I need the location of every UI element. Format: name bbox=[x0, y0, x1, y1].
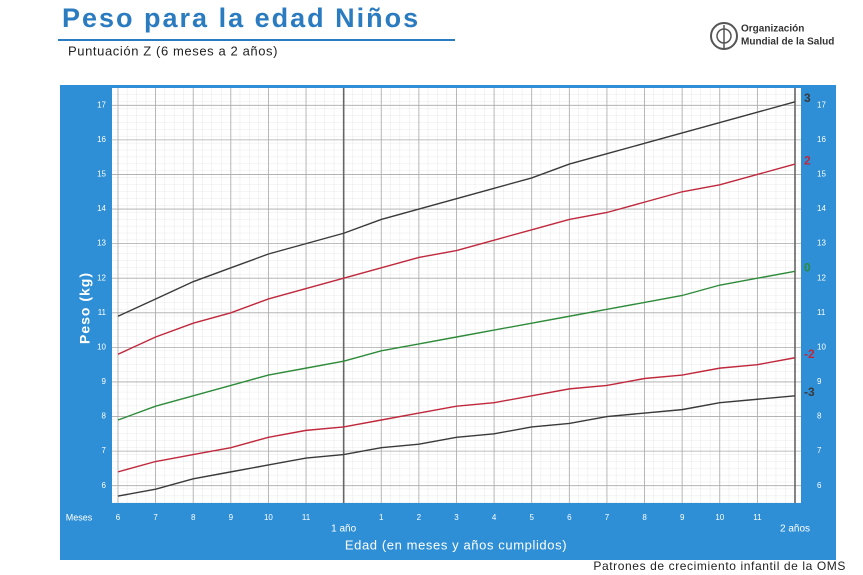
y-tick-label: 15 bbox=[97, 170, 106, 179]
x-tick-label: 11 bbox=[302, 513, 311, 522]
y-tick-label: 16 bbox=[97, 135, 106, 144]
x-tick-label: 9 bbox=[680, 513, 685, 522]
y-tick-label: 14 bbox=[817, 204, 826, 213]
y-tick-label: 12 bbox=[817, 273, 826, 282]
x-tick-label: 2 años bbox=[780, 524, 810, 535]
series-label: 2 bbox=[804, 153, 811, 167]
y-tick-label: 6 bbox=[102, 481, 107, 490]
y-tick-label: 7 bbox=[817, 446, 822, 455]
logo bbox=[710, 22, 738, 50]
series-line bbox=[117, 357, 796, 473]
x-tick-label: 1 año bbox=[331, 524, 356, 535]
x-tick-label: 3 bbox=[454, 513, 459, 522]
x-tick-label: 10 bbox=[715, 513, 724, 522]
y-tick-label: 16 bbox=[817, 135, 826, 144]
chart-title: Peso para la edad Niños bbox=[62, 3, 420, 33]
x-tick-label: 10 bbox=[264, 513, 273, 522]
y-tick-label: 7 bbox=[102, 446, 107, 455]
x-tick-label: 4 bbox=[492, 513, 497, 522]
x-tick-label: 6 bbox=[567, 513, 572, 522]
x-unit-label: Meses bbox=[66, 512, 93, 522]
x-tick-label: 8 bbox=[642, 513, 647, 522]
series-line bbox=[117, 270, 796, 421]
y-tick-label: 11 bbox=[98, 308, 107, 317]
series-label: -3 bbox=[804, 385, 815, 399]
y-tick-label: 12 bbox=[97, 273, 106, 282]
source: Patrones de crecimiento infantil de la O… bbox=[593, 559, 846, 573]
x-tick-label: 6 bbox=[116, 513, 121, 522]
x-tick-label: 7 bbox=[605, 513, 610, 522]
series-label: -2 bbox=[804, 347, 815, 361]
y-tick-label: 8 bbox=[817, 412, 822, 421]
logo-text: Mundial de la Salud bbox=[741, 37, 834, 48]
x-tick-label: 9 bbox=[229, 513, 234, 522]
y-tick-label: 8 bbox=[102, 412, 107, 421]
x-tick-label: 7 bbox=[153, 513, 158, 522]
x-tick-label: 11 bbox=[753, 513, 762, 522]
x-tick-label: 2 bbox=[417, 513, 422, 522]
series-label: 3 bbox=[804, 91, 811, 105]
series-label: 0 bbox=[804, 260, 811, 274]
y-tick-label: 14 bbox=[97, 204, 106, 213]
series-line bbox=[117, 101, 796, 317]
logo-text: Organización bbox=[741, 24, 804, 35]
y-tick-label: 10 bbox=[97, 342, 106, 351]
y-tick-label: 10 bbox=[817, 342, 826, 351]
y-tick-label: 17 bbox=[817, 100, 826, 109]
y-tick-label: 9 bbox=[102, 377, 107, 386]
chart-subtitle: Puntuación Z (6 meses a 2 años) bbox=[68, 43, 278, 58]
y-tick-label: 15 bbox=[817, 170, 826, 179]
y-tick-label: 17 bbox=[97, 100, 106, 109]
plot-area bbox=[112, 88, 801, 503]
series-line bbox=[117, 395, 796, 497]
y-tick-label: 13 bbox=[817, 239, 826, 248]
x-tick-label: 8 bbox=[191, 513, 196, 522]
x-axis-label: Edad (en meses y años cumplidos) bbox=[345, 537, 567, 552]
y-tick-label: 9 bbox=[817, 377, 822, 386]
y-tick-label: 13 bbox=[97, 239, 106, 248]
y-tick-label: 6 bbox=[817, 481, 822, 490]
x-tick-label: 5 bbox=[529, 513, 534, 522]
series-line bbox=[117, 163, 796, 355]
y-axis-label: Peso (kg) bbox=[77, 272, 93, 344]
x-tick-label: 1 bbox=[379, 513, 384, 522]
y-tick-label: 11 bbox=[817, 308, 826, 317]
